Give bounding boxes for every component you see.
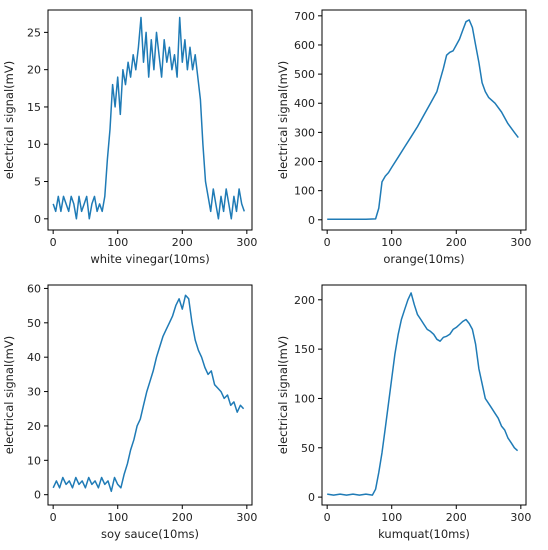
x-tick-label: 200 [172,511,193,524]
y-tick-label: 300 [294,126,315,139]
plot-frame [47,284,253,506]
x-tick-label: 300 [510,511,531,524]
y-tick-label: 500 [294,68,315,81]
chart-kumquat: 0 100 200 300 0 50 100 150 200 kumquat(10ms) elect… [276,284,531,541]
y-tick-label: 0 [34,213,41,226]
x-axis-label: kumquat(10ms) [378,527,470,541]
series-line [52,16,246,220]
y-tick-label: 25 [27,26,41,39]
plot-frame [321,9,527,231]
y-tick-label: 50 [301,442,315,455]
chart-soy-sauce: 0 100 200 300 0 10 20 30 40 50 60 soy sauce(10ms) el… [2,282,257,541]
y-tick-label: 200 [294,156,315,169]
x-tick-label: 0 [324,511,331,524]
x-axis-label: white vinegar(10ms) [90,252,209,266]
chart-orange: 0 100 200 300 0 100 200 300 400 500 600 700 orange(1… [276,9,531,266]
x-tick-label: 300 [236,511,257,524]
y-tick-label: 15 [27,101,41,114]
y-tick-label: 30 [27,386,41,399]
x-tick-label: 100 [107,511,128,524]
y-tick-label: 20 [27,420,41,433]
y-tick-label: 100 [294,185,315,198]
y-tick-label: 5 [34,176,41,189]
x-tick-label: 300 [510,236,531,249]
y-axis-label: electrical signal(mV) [276,336,290,454]
series-line [327,292,519,496]
series-line [327,19,519,220]
x-tick-label: 100 [381,236,402,249]
y-tick-label: 40 [27,351,41,364]
x-tick-label: 0 [50,511,57,524]
x-tick-label: 0 [324,236,331,249]
series-line [52,294,245,493]
x-tick-label: 0 [50,236,57,249]
y-tick-label: 200 [294,294,315,307]
x-tick-label: 200 [446,236,467,249]
y-tick-label: 50 [27,317,41,330]
plot-frame [47,9,253,231]
y-tick-label: 100 [294,392,315,405]
y-axis-label: electrical signal(mV) [2,61,16,179]
x-tick-label: 300 [236,236,257,249]
x-axis-label: soy sauce(10ms) [101,527,199,541]
y-tick-label: 0 [34,489,41,502]
x-axis-label: orange(10ms) [383,252,464,266]
y-tick-label: 10 [27,138,41,151]
x-tick-label: 200 [446,511,467,524]
plot-frame [321,284,527,506]
x-tick-label: 100 [107,236,128,249]
y-axis-label: electrical signal(mV) [276,61,290,179]
y-tick-label: 400 [294,97,315,110]
y-axis-label: electrical signal(mV) [2,336,16,454]
y-tick-label: 150 [294,343,315,356]
y-tick-label: 600 [294,39,315,52]
y-tick-label: 0 [308,491,315,504]
y-tick-label: 700 [294,10,315,23]
x-tick-label: 100 [381,511,402,524]
chart-white-vinegar: 0 100 200 300 0 5 10 15 20 25 white vinegar(10ms) e… [2,9,257,266]
y-tick-label: 20 [27,64,41,77]
x-tick-label: 200 [172,236,193,249]
y-tick-label: 60 [27,282,41,295]
y-tick-label: 0 [308,214,315,227]
y-tick-label: 10 [27,454,41,467]
